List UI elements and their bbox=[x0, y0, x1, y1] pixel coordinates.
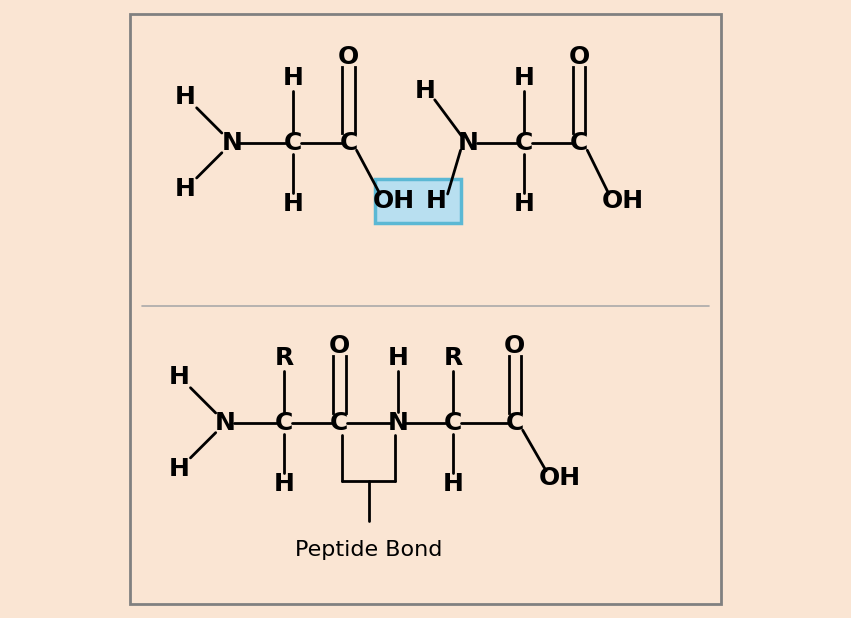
Text: H: H bbox=[283, 66, 304, 90]
Text: R: R bbox=[443, 346, 463, 370]
Text: H: H bbox=[443, 472, 464, 496]
Text: C: C bbox=[284, 131, 302, 155]
Text: N: N bbox=[458, 131, 479, 155]
Text: O: O bbox=[328, 334, 350, 358]
Text: H: H bbox=[175, 177, 196, 201]
Text: O: O bbox=[504, 334, 525, 358]
Text: C: C bbox=[340, 131, 357, 155]
Text: C: C bbox=[570, 131, 589, 155]
Text: C: C bbox=[330, 411, 349, 435]
Text: C: C bbox=[505, 411, 524, 435]
Text: H: H bbox=[169, 365, 190, 389]
Text: C: C bbox=[444, 411, 462, 435]
Text: H: H bbox=[513, 66, 534, 90]
Text: H: H bbox=[283, 192, 304, 216]
Text: O: O bbox=[568, 44, 590, 69]
Text: H: H bbox=[426, 189, 447, 213]
Text: H: H bbox=[387, 346, 408, 370]
Text: Peptide Bond: Peptide Bond bbox=[295, 540, 443, 560]
Text: H: H bbox=[415, 78, 436, 103]
Text: H: H bbox=[169, 457, 190, 481]
Text: N: N bbox=[387, 411, 408, 435]
Text: C: C bbox=[515, 131, 533, 155]
Text: N: N bbox=[221, 131, 243, 155]
Text: R: R bbox=[274, 346, 294, 370]
Text: O: O bbox=[338, 44, 359, 69]
Text: H: H bbox=[273, 472, 294, 496]
Text: N: N bbox=[215, 411, 236, 435]
Text: H: H bbox=[513, 192, 534, 216]
Text: OH: OH bbox=[539, 466, 580, 490]
Text: OH: OH bbox=[602, 189, 643, 213]
Text: C: C bbox=[275, 411, 294, 435]
Text: H: H bbox=[175, 85, 196, 109]
Text: OH: OH bbox=[373, 189, 414, 213]
Bar bbox=[375, 179, 461, 223]
